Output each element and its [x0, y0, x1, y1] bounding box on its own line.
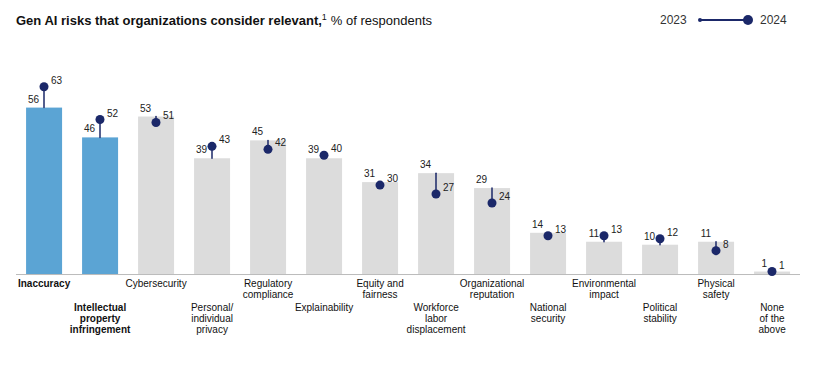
- svg-text:12: 12: [667, 227, 679, 238]
- svg-text:34: 34: [420, 159, 432, 170]
- svg-text:27: 27: [443, 182, 455, 193]
- svg-text:Politicalstability: Politicalstability: [643, 302, 677, 324]
- svg-text:13: 13: [555, 224, 567, 235]
- svg-text:1: 1: [762, 258, 768, 269]
- svg-text:Regulatorycompliance: Regulatorycompliance: [243, 278, 294, 300]
- svg-text:51: 51: [163, 110, 175, 121]
- svg-text:13: 13: [611, 224, 623, 235]
- svg-text:Noneof theabove: Noneof theabove: [758, 302, 786, 335]
- html-text:Gen AI risks that organization: Gen AI risks that organizations consider…: [16, 11, 432, 29]
- svg-text:46: 46: [84, 123, 96, 134]
- svg-text:40: 40: [331, 143, 343, 154]
- svg-text:Physicalsafety: Physicalsafety: [697, 278, 734, 300]
- svg-text:Inaccuracy: Inaccuracy: [18, 278, 71, 289]
- svg-text:31: 31: [364, 168, 376, 179]
- svg-text:39: 39: [308, 144, 320, 155]
- svg-text:2024: 2024: [760, 13, 787, 27]
- svg-text:14: 14: [532, 219, 544, 230]
- svg-text:53: 53: [140, 103, 152, 114]
- svg-text:63: 63: [51, 75, 63, 86]
- svg-text:Personal/individualprivacy: Personal/individualprivacy: [191, 302, 233, 335]
- svg-text:39: 39: [196, 144, 208, 155]
- svg-text:Nationalsecurity: Nationalsecurity: [530, 302, 567, 324]
- svg-text:11: 11: [701, 228, 712, 239]
- svg-text:8: 8: [723, 239, 729, 250]
- svg-text:52: 52: [107, 108, 119, 119]
- svg-text:30: 30: [387, 173, 399, 184]
- svg-text:Explainability: Explainability: [295, 302, 353, 313]
- svg-text:Organizationalreputation: Organizationalreputation: [460, 278, 524, 300]
- svg-text:Cybersecurity: Cybersecurity: [126, 278, 187, 289]
- svg-text:Intellectualpropertyinfringeme: Intellectualpropertyinfringement: [70, 302, 131, 335]
- svg-text:1: 1: [779, 260, 785, 271]
- svg-text:Equity andfairness: Equity andfairness: [356, 278, 403, 300]
- svg-text:2023: 2023: [660, 13, 687, 27]
- svg-text:10: 10: [644, 231, 656, 242]
- svg-text:56: 56: [28, 94, 40, 105]
- svg-text:Workforcelabordisplacement: Workforcelabordisplacement: [407, 302, 466, 335]
- svg-text:24: 24: [499, 191, 511, 202]
- svg-text:29: 29: [476, 174, 488, 185]
- svg-text:42: 42: [275, 137, 287, 148]
- svg-text:11: 11: [589, 228, 600, 239]
- svg-text:45: 45: [252, 126, 264, 137]
- svg-text:Environmentalimpact: Environmentalimpact: [572, 278, 636, 300]
- svg-text:43: 43: [219, 134, 231, 145]
